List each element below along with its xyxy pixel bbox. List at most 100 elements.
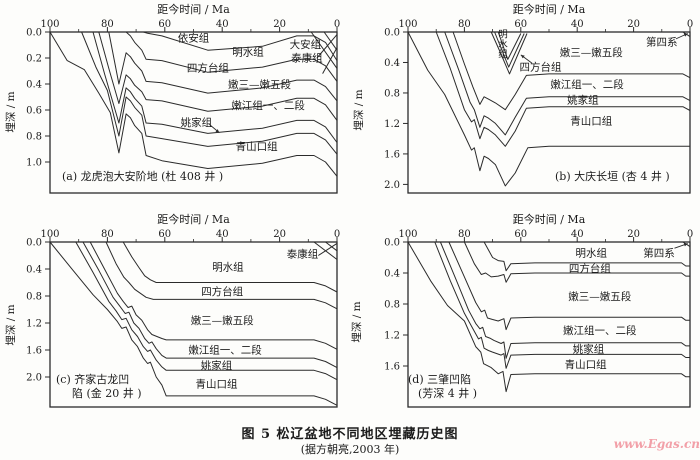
formation-label-嫩三—嫩五段: 嫩三—嫩五段 [228,78,291,91]
curve-青山口组顶 [435,31,691,147]
x-tick-label: 0 [334,229,340,240]
x-tick-label: 60 [514,19,527,30]
curve-剥蚀谷外线 [490,31,528,75]
y-tick-label: 1.2 [384,331,400,342]
formation-label-嫩三—嫩五段: 嫩三—嫩五段 [191,314,254,327]
panel-caption: 陷 (金 20 井 ) [72,386,142,400]
watermark-link[interactable]: www.Egas.cn [613,437,700,451]
y-tick-label: 0.0 [26,238,42,249]
formation-label-依安组: 依安组 [178,31,210,44]
formation-label-明水组: 明水组 [232,46,264,59]
x-axis-title: 距今时间 / Ma [513,212,586,226]
x-tick-label: 60 [158,229,171,240]
formation-label-泰康组: 泰康组 [291,52,323,65]
formation-label-第四系: 第四系 [643,246,675,259]
y-tick-label: 2.0 [26,373,42,384]
curve-角部剥蚀线3 [316,34,338,59]
y-tick-label: 1.2 [26,319,42,330]
y-axis-title: 埋深 / m [351,301,363,342]
y-tick-label: 0.4 [26,80,42,91]
label-arrow-head [520,54,525,59]
formation-label-姚家组: 姚家组 [573,342,605,355]
x-tick-label: 40 [571,19,584,30]
curve-青山口组底 [49,241,338,406]
formation-label-明水组: 明水组 [212,260,244,273]
x-tick-label: 40 [216,19,229,30]
y-tick-label: 0.8 [384,88,400,99]
y-tick-label: 0.6 [26,106,42,117]
panel-c-qijia-gulong: 距今时间 / Ma 100 80 60 40 20 0 埋深 / m 0.0 0.4 0.8 1.2 1… [5,212,340,408]
y-tick-label: 0.0 [384,28,400,39]
panel-a-longhupao-daan: 距今时间 / Ma 100 80 60 40 20 0 埋深 / m 0.0 0.2 0.4 0.6 0… [5,2,340,194]
y-tick-label: 2.0 [384,180,400,191]
curve-嫩江组一二段顶 [448,241,690,331]
y-tick-label: 0.4 [384,269,400,280]
x-tick-label: 80 [101,19,114,30]
y-tick-label: 1.0 [26,158,42,169]
curve-姚家组顶 [92,31,338,143]
x-tick-label: 80 [458,229,471,240]
formation-label-明水组: 明水组 [576,246,608,259]
formation-label-姚家组: 姚家组 [181,116,213,129]
y-tick-label: 1.6 [384,149,400,160]
curve-青山口组底 [407,31,690,187]
x-axis-title: 距今时间 / Ma [157,212,230,226]
formation-label-第四系: 第四系 [646,35,678,48]
x-tick-label: 20 [627,229,640,240]
y-tick-label: 0.8 [384,300,400,311]
panel-b-daqing-changyuan: 距今时间 / Ma 100 80 60 40 20 0 埋深 / m 0.0 0.4 0.8 1.2 1… [353,2,693,194]
x-tick-label: 20 [273,229,286,240]
formation-label-大安组: 大安组 [290,38,322,51]
formation-label-嫩江组一、二段: 嫩江组一、二段 [231,99,305,112]
formation-label-嫩江组一、二段: 嫩江组一、二段 [188,344,262,357]
curve-姚家组顶 [82,241,338,369]
curve-嫩江组一二段顶 [452,31,691,111]
formation-label-姚家组: 姚家组 [201,359,233,372]
x-axis-title: 距今时间 / Ma [513,2,586,16]
curve-剥蚀谷内线 [497,31,522,60]
formation-label-泰康组: 泰康组 [287,248,319,261]
formation-label-明水组: 明水组 [498,29,508,60]
figure-caption-title: 图 5 松辽盆地不同地区埋藏历史图 [241,427,459,442]
y-tick-label: 1.6 [384,362,400,373]
curve-角部剥蚀线3 [318,242,338,256]
y-tick-label: 0.4 [26,265,42,276]
curve-姚家组顶 [439,241,690,359]
x-tick-label: 100 [40,229,59,240]
curve-明水组顶 [143,31,338,61]
formation-label-四方台组: 四方台组 [201,285,243,298]
formation-label-四方台组: 四方台组 [569,262,611,275]
x-tick-label: 100 [398,19,417,30]
panel-caption: (d) 三肇凹陷 [408,372,471,386]
x-tick-label: 0 [687,229,693,240]
formation-label-四方台组: 四方台组 [520,61,562,74]
y-axis-title: 埋深 / m [353,89,365,130]
curve-嫩江组一二段顶 [98,31,338,121]
y-tick-label: 0.0 [384,238,400,249]
formation-label-嫩三—嫩五段: 嫩三—嫩五段 [560,46,623,59]
y-tick-label: 0.8 [26,132,42,143]
curve-角部剥蚀线2 [325,241,338,252]
curve-青山口组顶 [75,241,338,381]
panel-caption: (芳深 4 井 ) [418,386,477,400]
curve-青山口组顶 [434,241,690,369]
x-axis-title: 距今时间 / Ma [157,2,230,16]
y-tick-label: 1.2 [384,119,400,130]
y-axis-title: 埋深 / m [5,304,17,345]
x-tick-label: 20 [273,19,286,30]
x-tick-label: 40 [216,229,229,240]
y-tick-label: 0.0 [26,28,42,39]
formation-label-姚家组: 姚家组 [567,93,599,106]
y-tick-label: 0.8 [26,292,42,303]
plot-frame [407,31,691,194]
x-tick-label: 60 [514,229,527,240]
formation-label-青山口组: 青山口组 [565,358,607,371]
label-arrow-head [215,129,220,133]
curve-青山口组底 [49,31,338,177]
curve-嫩三嫩五段顶 [463,241,690,283]
y-tick-label: 1.6 [26,346,42,357]
x-tick-label: 0 [687,19,693,30]
curve-青山口组底 [407,241,690,393]
x-tick-label: 100 [40,19,59,30]
curve-剥蚀谷中线 [494,31,525,68]
